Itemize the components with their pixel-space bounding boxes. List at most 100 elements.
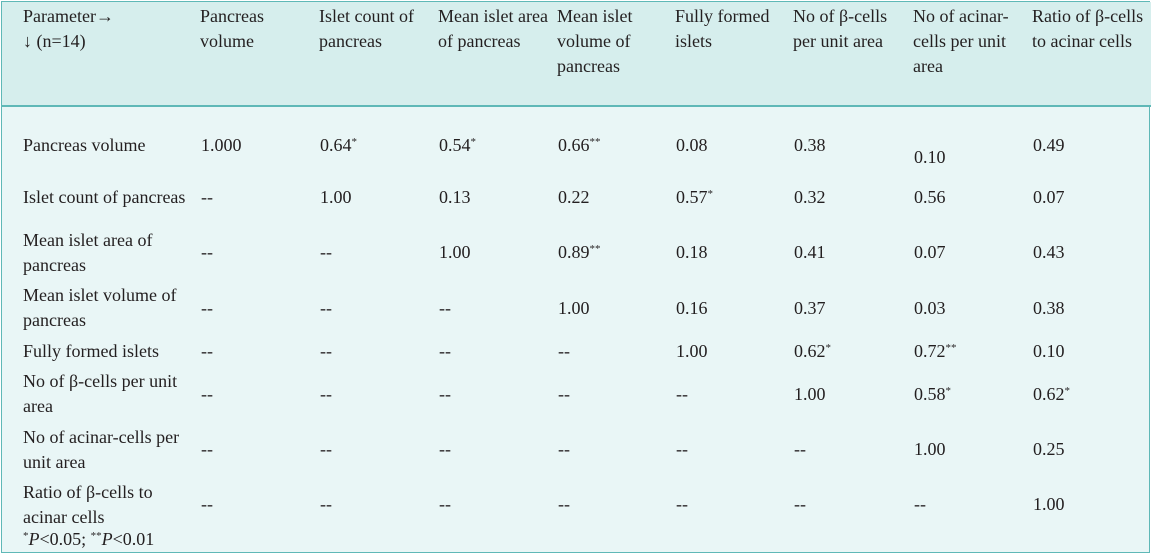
table-cell: 0.08 — [671, 106, 789, 170]
table-cell: -- — [434, 280, 553, 336]
footnote-p-2: P — [101, 529, 113, 549]
table-cell: 0.41 — [789, 225, 909, 280]
header-row: Parameter→ ↓ (n=14) Pancreas volume Isle… — [2, 2, 1151, 107]
row-label: Pancreas volume — [23, 135, 146, 155]
table-body: Pancreas volume 1.000 0.64* 0.54* 0.66** 0.08… — [2, 106, 1151, 532]
table-cell: 0.66** — [553, 106, 671, 170]
cell-value: 0.43 — [1033, 242, 1065, 262]
cell-value: 1.00 — [320, 187, 352, 207]
significance-marker: * — [1064, 384, 1071, 397]
cell-value: -- — [558, 439, 570, 459]
footnote-sup-1: * — [23, 530, 29, 542]
table-header: Parameter→ ↓ (n=14) Pancreas volume Isle… — [2, 2, 1151, 107]
table-cell: 1.00 — [553, 280, 671, 336]
table-cell: -- — [553, 336, 671, 366]
table-cell: 0.56 — [909, 170, 1028, 225]
header-col-3: Mean islet area of pancreas — [434, 2, 553, 107]
table-row: No of acinar-cells per unit area -- -- -- --… — [2, 422, 1151, 477]
table-cell: 0.25 — [1028, 422, 1151, 477]
table-cell: 0.38 — [789, 106, 909, 170]
table-cell: -- — [315, 366, 434, 422]
table-cell: 0.62* — [789, 336, 909, 366]
table-cell: 0.07 — [909, 225, 1028, 280]
table-row: Ratio of β-cells to acinar cells -- -- -- --… — [2, 477, 1151, 532]
table-row: No of β-cells per unit area -- -- -- -- -- 1.0… — [2, 366, 1151, 422]
significance-marker: ** — [589, 136, 601, 148]
header-col-6: No of β-cells per unit area — [789, 2, 909, 107]
significance-marker: * — [945, 384, 952, 397]
cell-value: 0.07 — [914, 242, 946, 262]
cell-value: -- — [558, 383, 570, 404]
table-cell: -- — [909, 477, 1028, 532]
table-cell: 0.54* — [434, 106, 553, 170]
table-cell: -- — [196, 477, 315, 532]
table-cell: 0.43 — [1028, 225, 1151, 280]
footnote-p-1: P — [28, 529, 40, 549]
row-label: Mean islet area of pancreas — [23, 229, 153, 275]
table-cell: 1.00 — [315, 170, 434, 225]
cell-value: -- — [201, 242, 213, 262]
cell-value: -- — [676, 383, 688, 404]
cell-value: -- — [320, 297, 332, 318]
table-cell: 0.32 — [789, 170, 909, 225]
cell-value: -- — [558, 494, 570, 514]
cell-value: 0.07 — [1033, 187, 1065, 207]
table-cell: -- — [196, 280, 315, 336]
table-cell: 1.00 — [909, 422, 1028, 477]
table-cell: -- — [196, 422, 315, 477]
cell-value: 0.32 — [794, 187, 826, 207]
cell-value: -- — [794, 494, 806, 514]
table-cell: -- — [434, 366, 553, 422]
table-row: Pancreas volume 1.000 0.64* 0.54* 0.66** 0.08… — [2, 106, 1151, 170]
cell-value: -- — [320, 439, 332, 459]
cell-value: 0.03 — [914, 297, 946, 318]
table-cell: 0.38 — [1028, 280, 1151, 336]
significance-marker: * — [470, 136, 477, 148]
cell-value: 1.000 — [201, 135, 242, 155]
header-parameter: Parameter→ ↓ (n=14) — [2, 2, 196, 107]
cell-value: -- — [558, 340, 570, 361]
cell-value: 0.72 — [914, 340, 946, 361]
footnote: *P<0.05; **P<0.01 — [23, 527, 154, 552]
table-row: Mean islet area of pancreas -- -- 1.00 0.89*… — [2, 225, 1151, 280]
table-cell: 1.00 — [434, 225, 553, 280]
table-row: Islet count of pancreas -- 1.00 0.13 0.22 0.5… — [2, 170, 1151, 225]
cell-value: 0.57 — [676, 187, 708, 207]
header-col-4: Mean islet volume of pancreas — [553, 2, 671, 107]
table-row: Mean islet volume of pancreas -- -- -- 1.00 0… — [2, 280, 1151, 336]
cell-value: -- — [439, 439, 451, 459]
table-cell: 0.62* — [1028, 366, 1151, 422]
table-cell: 0.57* — [671, 170, 789, 225]
table-cell: -- — [789, 477, 909, 532]
cell-value: 1.00 — [1033, 494, 1065, 514]
cell-value: 0.89 — [558, 242, 590, 262]
table-cell: 0.89** — [553, 225, 671, 280]
table-cell: 0.72** — [909, 336, 1028, 366]
cell-value: 0.10 — [914, 147, 946, 167]
table-cell: -- — [196, 170, 315, 225]
cell-value: -- — [439, 340, 451, 361]
table-cell: 0.13 — [434, 170, 553, 225]
cell-value: 0.66 — [558, 135, 590, 155]
cell-value: -- — [201, 383, 213, 404]
table-cell: 0.16 — [671, 280, 789, 336]
row-label: No of acinar-cells per unit area — [23, 426, 180, 472]
cell-value: 1.00 — [914, 439, 946, 459]
cell-value: -- — [201, 494, 213, 514]
row-label: Islet count of pancreas — [23, 187, 186, 207]
table-cell: -- — [671, 477, 789, 532]
cell-value: 0.41 — [794, 242, 826, 262]
row-label: Fully formed islets — [23, 340, 159, 361]
table-cell: -- — [315, 422, 434, 477]
table-cell: 0.03 — [909, 280, 1028, 336]
footnote-sup-2: ** — [90, 530, 102, 542]
significance-marker: * — [825, 341, 832, 354]
correlation-table: Parameter→ ↓ (n=14) Pancreas volume Isle… — [2, 2, 1151, 532]
cell-value: 0.22 — [558, 187, 590, 207]
table-cell: 0.22 — [553, 170, 671, 225]
cell-value: -- — [794, 439, 806, 459]
cell-value: -- — [914, 494, 926, 514]
row-label: No of β-cells per unit area — [23, 371, 178, 416]
table-cell: -- — [196, 225, 315, 280]
